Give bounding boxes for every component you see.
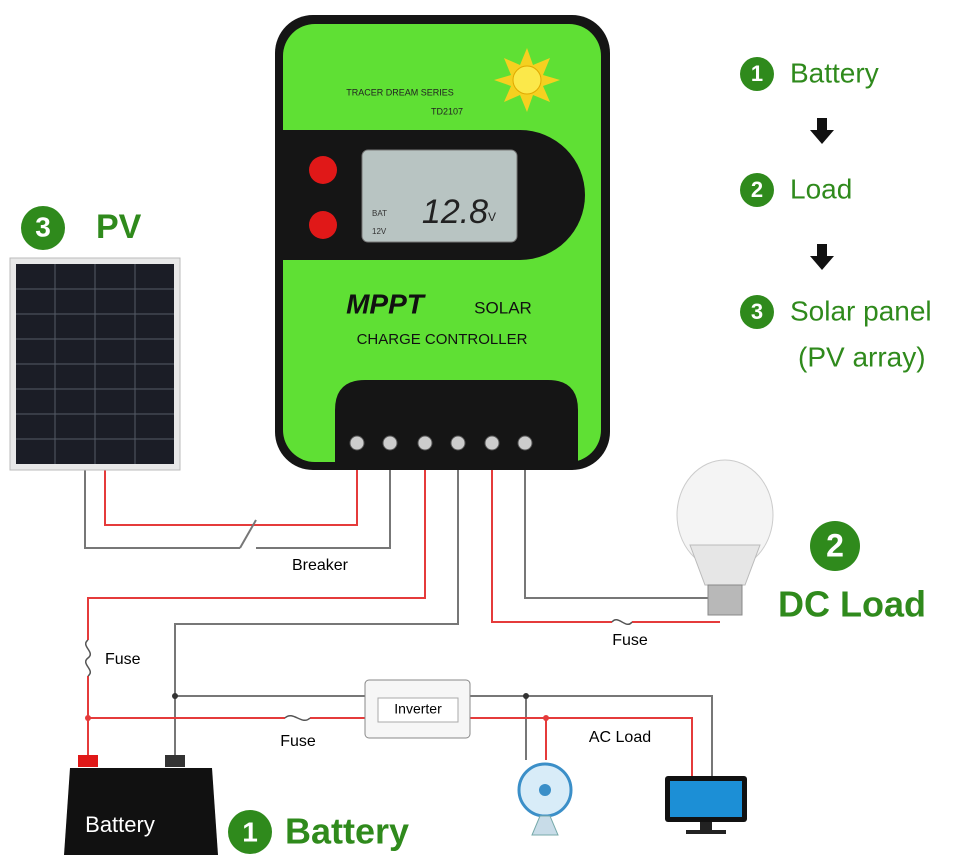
terminal: [350, 436, 364, 450]
step-number: 3: [35, 211, 51, 242]
step-number: 1: [242, 816, 258, 847]
wiring-diagram: Breaker Fuse Fuse Fuse AC Load Inverter …: [0, 0, 966, 863]
dc-load-label: DC Load: [778, 584, 926, 625]
step-number: 2: [826, 527, 844, 563]
battery: [64, 755, 218, 855]
fuse-label: Fuse: [612, 632, 648, 649]
monitor-neck: [700, 822, 712, 830]
junction: [172, 693, 178, 699]
fuse-label: Fuse: [280, 733, 316, 750]
button[interactable]: [309, 156, 337, 184]
junction: [85, 715, 91, 721]
lcd-value: 12.8: [422, 193, 488, 231]
terminal: [418, 436, 432, 450]
junction: [543, 715, 549, 721]
monitor-foot: [686, 830, 726, 834]
step-label: Solar panel: [790, 295, 932, 326]
lcd-label: 12V: [372, 227, 387, 236]
fuse-symbol: [612, 620, 632, 625]
step-label: Load: [790, 173, 852, 204]
step-number: 3: [751, 299, 763, 324]
charge-controller: [275, 15, 610, 470]
inverter-label: Inverter: [394, 701, 442, 717]
arrow-down: [810, 118, 834, 144]
junction: [523, 693, 529, 699]
terminal: [518, 436, 532, 450]
step-label: Battery: [790, 57, 879, 88]
sun-core: [513, 66, 541, 94]
battery-label: Battery: [285, 811, 409, 852]
bulb-body: [690, 545, 760, 585]
fan: [519, 764, 571, 835]
fuse-symbol: [86, 640, 91, 676]
lcd-unit: V: [488, 210, 496, 224]
product-line: CHARGE CONTROLLER: [357, 331, 528, 348]
arrow-down: [810, 244, 834, 270]
monitor-screen: [670, 781, 742, 817]
breaker-label: Breaker: [292, 557, 349, 574]
bulb-base: [708, 585, 742, 615]
battery-case-label: Battery: [85, 812, 155, 837]
ac-load-label: AC Load: [589, 729, 651, 746]
fuse-label: Fuse: [105, 651, 141, 668]
battery-terminal: [165, 755, 185, 767]
lcd-label: BAT: [372, 209, 387, 218]
terminal-block: [335, 380, 578, 465]
terminal: [485, 436, 499, 450]
light-bulb: [677, 460, 773, 615]
fan-stand: [532, 816, 558, 835]
product-line: SOLAR: [474, 298, 532, 317]
battery-terminal: [78, 755, 98, 767]
step-number: 1: [751, 61, 763, 86]
monitor: [665, 776, 747, 834]
terminal: [383, 436, 397, 450]
button[interactable]: [309, 211, 337, 239]
series-label: TRACER DREAM SERIES: [346, 87, 454, 97]
step-sublabel: (PV array): [798, 341, 926, 372]
step-number: 2: [751, 177, 763, 202]
fuse-symbol: [285, 716, 310, 721]
pv-label: PV: [96, 208, 142, 246]
brand: MPPT: [346, 288, 427, 319]
terminal: [451, 436, 465, 450]
fan-hub: [539, 784, 551, 796]
model-label: TD2107: [431, 106, 463, 116]
